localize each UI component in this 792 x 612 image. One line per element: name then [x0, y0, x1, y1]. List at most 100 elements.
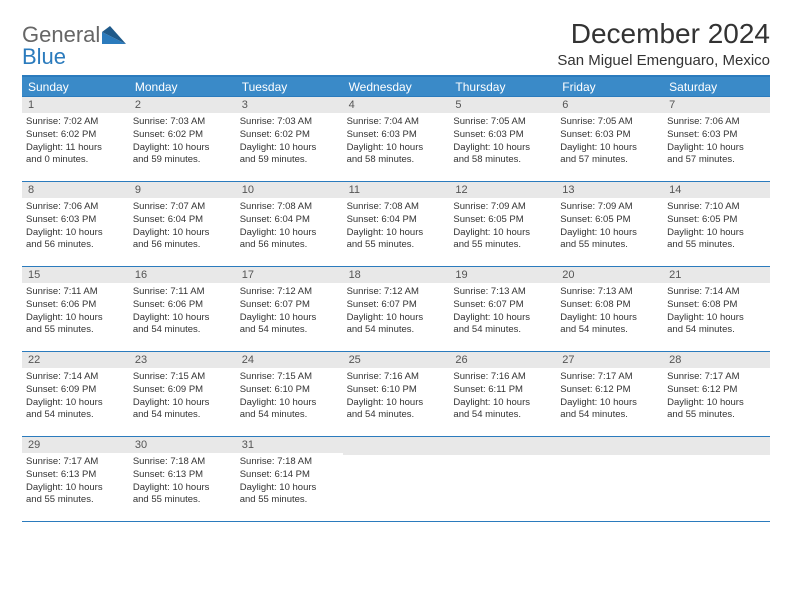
day-info: Sunrise: 7:03 AMSunset: 6:02 PMDaylight:… — [240, 116, 339, 167]
day-cell: 18Sunrise: 7:12 AMSunset: 6:07 PMDayligh… — [343, 267, 450, 351]
daylight-text: and 54 minutes. — [133, 409, 232, 422]
sunset-text: Sunset: 6:05 PM — [453, 214, 552, 227]
calendar: Sunday Monday Tuesday Wednesday Thursday… — [22, 75, 770, 522]
sunrise-text: Sunrise: 7:11 AM — [26, 286, 125, 299]
sunrise-text: Sunrise: 7:06 AM — [26, 201, 125, 214]
weekday-header: Sunday — [22, 77, 129, 97]
sunrise-text: Sunrise: 7:17 AM — [667, 371, 766, 384]
daylight-text: Daylight: 10 hours — [240, 397, 339, 410]
daylight-text: and 55 minutes. — [347, 239, 446, 252]
daylight-text: and 59 minutes. — [133, 154, 232, 167]
daylight-text: Daylight: 10 hours — [133, 312, 232, 325]
daylight-text: and 54 minutes. — [240, 324, 339, 337]
sunrise-text: Sunrise: 7:03 AM — [133, 116, 232, 129]
day-cell: 29Sunrise: 7:17 AMSunset: 6:13 PMDayligh… — [22, 437, 129, 521]
daylight-text: Daylight: 10 hours — [26, 482, 125, 495]
calendar-page: General Blue December 2024 San Miguel Em… — [0, 0, 792, 532]
day-number: 13 — [556, 182, 663, 198]
daylight-text: Daylight: 10 hours — [240, 312, 339, 325]
daylight-text: Daylight: 10 hours — [240, 227, 339, 240]
weekday-header-row: Sunday Monday Tuesday Wednesday Thursday… — [22, 77, 770, 97]
day-cell — [449, 437, 556, 521]
daylight-text: and 55 minutes. — [133, 494, 232, 507]
day-info: Sunrise: 7:05 AMSunset: 6:03 PMDaylight:… — [560, 116, 659, 167]
sunrise-text: Sunrise: 7:15 AM — [240, 371, 339, 384]
sunrise-text: Sunrise: 7:06 AM — [667, 116, 766, 129]
day-cell: 17Sunrise: 7:12 AMSunset: 6:07 PMDayligh… — [236, 267, 343, 351]
daylight-text: and 55 minutes. — [453, 239, 552, 252]
day-info: Sunrise: 7:06 AMSunset: 6:03 PMDaylight:… — [667, 116, 766, 167]
daylight-text: and 54 minutes. — [453, 409, 552, 422]
day-cell: 8Sunrise: 7:06 AMSunset: 6:03 PMDaylight… — [22, 182, 129, 266]
day-number: 25 — [343, 352, 450, 368]
daylight-text: Daylight: 10 hours — [133, 397, 232, 410]
week-row: 15Sunrise: 7:11 AMSunset: 6:06 PMDayligh… — [22, 266, 770, 352]
sunset-text: Sunset: 6:09 PM — [133, 384, 232, 397]
sunset-text: Sunset: 6:05 PM — [667, 214, 766, 227]
daylight-text: and 54 minutes. — [240, 409, 339, 422]
day-cell: 16Sunrise: 7:11 AMSunset: 6:06 PMDayligh… — [129, 267, 236, 351]
day-cell — [343, 437, 450, 521]
day-cell: 9Sunrise: 7:07 AMSunset: 6:04 PMDaylight… — [129, 182, 236, 266]
daylight-text: Daylight: 10 hours — [453, 142, 552, 155]
day-info: Sunrise: 7:03 AMSunset: 6:02 PMDaylight:… — [133, 116, 232, 167]
weekday-header: Saturday — [663, 77, 770, 97]
day-info: Sunrise: 7:17 AMSunset: 6:12 PMDaylight:… — [560, 371, 659, 422]
day-info: Sunrise: 7:15 AMSunset: 6:09 PMDaylight:… — [133, 371, 232, 422]
weekday-header: Friday — [556, 77, 663, 97]
day-info: Sunrise: 7:18 AMSunset: 6:14 PMDaylight:… — [240, 456, 339, 507]
day-number: 2 — [129, 97, 236, 113]
daylight-text: and 55 minutes. — [240, 494, 339, 507]
day-info: Sunrise: 7:05 AMSunset: 6:03 PMDaylight:… — [453, 116, 552, 167]
day-info: Sunrise: 7:17 AMSunset: 6:13 PMDaylight:… — [26, 456, 125, 507]
daylight-text: Daylight: 10 hours — [347, 397, 446, 410]
day-cell: 3Sunrise: 7:03 AMSunset: 6:02 PMDaylight… — [236, 97, 343, 181]
day-number — [556, 437, 663, 455]
daylight-text: Daylight: 10 hours — [26, 397, 125, 410]
day-number: 7 — [663, 97, 770, 113]
day-cell — [556, 437, 663, 521]
daylight-text: and 54 minutes. — [667, 324, 766, 337]
sunrise-text: Sunrise: 7:09 AM — [560, 201, 659, 214]
day-info: Sunrise: 7:09 AMSunset: 6:05 PMDaylight:… — [560, 201, 659, 252]
day-info: Sunrise: 7:07 AMSunset: 6:04 PMDaylight:… — [133, 201, 232, 252]
sunset-text: Sunset: 6:04 PM — [240, 214, 339, 227]
sunset-text: Sunset: 6:03 PM — [347, 129, 446, 142]
daylight-text: and 58 minutes. — [347, 154, 446, 167]
day-cell: 31Sunrise: 7:18 AMSunset: 6:14 PMDayligh… — [236, 437, 343, 521]
sunset-text: Sunset: 6:09 PM — [26, 384, 125, 397]
daylight-text: and 56 minutes. — [133, 239, 232, 252]
day-info: Sunrise: 7:06 AMSunset: 6:03 PMDaylight:… — [26, 201, 125, 252]
day-info: Sunrise: 7:13 AMSunset: 6:08 PMDaylight:… — [560, 286, 659, 337]
sunset-text: Sunset: 6:06 PM — [133, 299, 232, 312]
week-row: 29Sunrise: 7:17 AMSunset: 6:13 PMDayligh… — [22, 436, 770, 522]
day-number: 17 — [236, 267, 343, 283]
day-cell: 28Sunrise: 7:17 AMSunset: 6:12 PMDayligh… — [663, 352, 770, 436]
day-cell: 19Sunrise: 7:13 AMSunset: 6:07 PMDayligh… — [449, 267, 556, 351]
day-cell: 12Sunrise: 7:09 AMSunset: 6:05 PMDayligh… — [449, 182, 556, 266]
day-info: Sunrise: 7:08 AMSunset: 6:04 PMDaylight:… — [240, 201, 339, 252]
day-cell: 14Sunrise: 7:10 AMSunset: 6:05 PMDayligh… — [663, 182, 770, 266]
day-info: Sunrise: 7:17 AMSunset: 6:12 PMDaylight:… — [667, 371, 766, 422]
sunset-text: Sunset: 6:04 PM — [347, 214, 446, 227]
weekday-header: Wednesday — [343, 77, 450, 97]
daylight-text: and 56 minutes. — [26, 239, 125, 252]
day-number — [343, 437, 450, 455]
day-info: Sunrise: 7:02 AMSunset: 6:02 PMDaylight:… — [26, 116, 125, 167]
sunset-text: Sunset: 6:10 PM — [347, 384, 446, 397]
day-info: Sunrise: 7:16 AMSunset: 6:11 PMDaylight:… — [453, 371, 552, 422]
day-cell: 23Sunrise: 7:15 AMSunset: 6:09 PMDayligh… — [129, 352, 236, 436]
daylight-text: and 54 minutes. — [453, 324, 552, 337]
sunrise-text: Sunrise: 7:18 AM — [133, 456, 232, 469]
day-number: 6 — [556, 97, 663, 113]
daylight-text: and 54 minutes. — [133, 324, 232, 337]
sunset-text: Sunset: 6:10 PM — [240, 384, 339, 397]
day-cell: 15Sunrise: 7:11 AMSunset: 6:06 PMDayligh… — [22, 267, 129, 351]
day-info: Sunrise: 7:09 AMSunset: 6:05 PMDaylight:… — [453, 201, 552, 252]
day-info: Sunrise: 7:13 AMSunset: 6:07 PMDaylight:… — [453, 286, 552, 337]
day-cell: 24Sunrise: 7:15 AMSunset: 6:10 PMDayligh… — [236, 352, 343, 436]
week-row: 8Sunrise: 7:06 AMSunset: 6:03 PMDaylight… — [22, 181, 770, 267]
daylight-text: Daylight: 10 hours — [667, 227, 766, 240]
logo-word2: Blue — [22, 44, 66, 69]
day-cell: 27Sunrise: 7:17 AMSunset: 6:12 PMDayligh… — [556, 352, 663, 436]
